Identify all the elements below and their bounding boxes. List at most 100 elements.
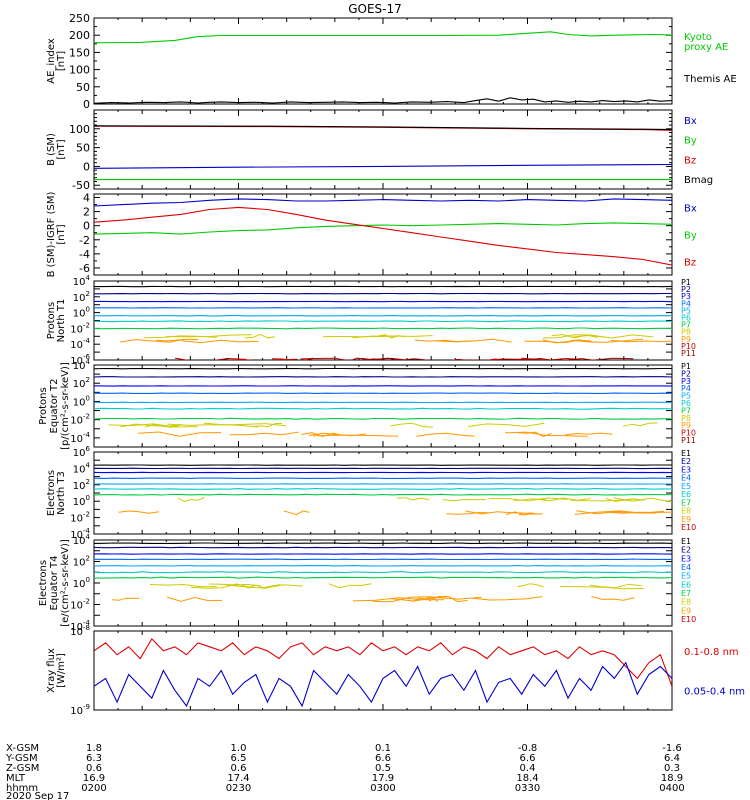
y-tick-label: -2 <box>79 234 90 247</box>
x-axis-value: 6.3 <box>86 753 102 764</box>
series-line-bx <box>94 198 672 207</box>
y-tick-label: 10-2 <box>70 511 90 525</box>
legend-entry: E6 <box>681 490 691 499</box>
series-line-p9 <box>229 431 299 436</box>
y-axis-label: Equator T2 <box>49 379 60 434</box>
series-group <box>94 542 672 603</box>
x-axis-value: 1.0 <box>231 743 247 754</box>
x-axis-value: -0.8 <box>518 743 538 754</box>
legend-entry: P6 <box>681 399 691 408</box>
x-axis-value: 0.5 <box>375 763 391 774</box>
series-line-e6 <box>94 487 672 490</box>
legend-entry: By <box>684 136 697 147</box>
x-axis-date: 2020 Sep 17 <box>6 791 69 800</box>
y-axis-label: Protons <box>38 387 49 424</box>
series-line-0-1-0-8-nm <box>94 638 672 687</box>
series-line-p10 <box>271 357 314 360</box>
legend-entry: E9 <box>681 515 691 524</box>
panel-frame <box>93 451 673 535</box>
series-line-p11 <box>362 357 432 360</box>
series-line-p8 <box>254 422 283 428</box>
y-tick-label: 100 <box>69 123 90 136</box>
y-tick-label: 10-4 <box>70 337 90 351</box>
legend-entry: E2 <box>681 546 691 555</box>
series-line-bx <box>94 163 672 169</box>
series-line-e8 <box>177 497 205 502</box>
x-axis-value: 17.9 <box>372 773 394 784</box>
series-line-e9 <box>166 596 223 602</box>
series-line-p11 <box>358 357 400 360</box>
series-line-bmag <box>94 125 672 131</box>
x-axis-value: 0.6 <box>86 763 102 774</box>
panel-frame <box>93 539 673 627</box>
series-line-by <box>94 222 672 235</box>
legend-entry: P11 <box>681 349 696 358</box>
series-line-e9 <box>591 596 635 601</box>
series-line-p11 <box>562 358 596 360</box>
legend: Bx By Bz Bmag <box>684 116 713 186</box>
x-axis-value: 0.4 <box>520 763 536 774</box>
legend-entry: P3 <box>681 377 691 386</box>
x-axis-row-label: hhmm <box>6 783 38 794</box>
y-axis-label: Electrons <box>38 560 49 606</box>
series-line-e9 <box>352 597 445 602</box>
legend-entry: P9 <box>681 421 691 430</box>
series-line-e4 <box>94 558 672 561</box>
y-axis-label: Protons <box>46 302 57 339</box>
y-tick-label: 100 <box>73 494 90 508</box>
y-tick-label: 100 <box>69 64 90 77</box>
x-axis-value: -1.6 <box>662 743 682 754</box>
legend-entry: E7 <box>681 498 691 507</box>
y-axis-label: [W/m²] <box>56 653 67 688</box>
x-axis-value: 6.6 <box>375 753 391 764</box>
y-tick-label: 200 <box>69 29 90 42</box>
legend-entry: E8 <box>681 507 691 516</box>
series-line-e9 <box>118 510 160 514</box>
y-tick-label: -50 <box>72 179 90 192</box>
y-tick-label: 102 <box>73 555 90 569</box>
series-line-e9 <box>606 511 672 514</box>
y-axis-label: [e/(cm²-s-sr-keV)] <box>60 539 71 627</box>
y-tick-label: 100 <box>73 306 90 320</box>
legend-entry: P2 <box>681 285 691 294</box>
series-line-e7 <box>94 493 672 496</box>
series-group <box>94 638 672 708</box>
y-axis-label: [nT] <box>56 139 67 159</box>
y-tick-label: 0 <box>83 220 90 233</box>
y-axis-label: [nT] <box>56 224 67 244</box>
legend: Bx By Bz <box>684 204 697 269</box>
y-tick-label: -6 <box>79 262 90 275</box>
series-line-p9 <box>414 339 474 343</box>
y-tick-label: 10-2 <box>70 598 90 612</box>
series-line-e7 <box>94 576 672 579</box>
y-tick-label: -4 <box>79 248 90 261</box>
series-line-e8 <box>328 583 372 589</box>
y-tick-label: 102 <box>73 290 90 304</box>
series-line-e8 <box>517 583 544 588</box>
series-line-p9 <box>564 432 613 436</box>
x-axis-value: 0300 <box>370 783 395 794</box>
y-tick-label: 10-4 <box>70 527 90 541</box>
series-line-e9 <box>372 596 448 603</box>
series-line-e9 <box>391 596 482 602</box>
y-tick-label: 100 <box>73 394 90 408</box>
legend-entry: E10 <box>681 615 696 624</box>
series-group <box>94 125 672 181</box>
y-tick-label: 0 <box>83 98 90 111</box>
legend-entry: Bz <box>684 155 696 166</box>
y-axis-label: [p/(cm²-s-sr-keV)] <box>60 362 71 450</box>
y-tick-label: 106 <box>73 445 91 459</box>
x-axis-row-label: MLT <box>6 773 26 784</box>
series-group <box>94 464 672 516</box>
series-line-p10 <box>477 358 514 360</box>
series-line-themis-ae <box>94 97 672 104</box>
series-line-e8 <box>513 498 546 501</box>
series-line-p9 <box>571 338 644 343</box>
legend-entry: E2 <box>681 457 691 466</box>
legend-entry: P7 <box>681 406 691 415</box>
series-line-e8 <box>190 583 252 589</box>
